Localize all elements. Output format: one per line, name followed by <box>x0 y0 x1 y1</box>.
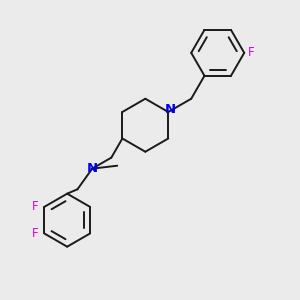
Text: N: N <box>87 162 98 175</box>
Text: F: F <box>32 200 39 213</box>
Text: F: F <box>32 227 39 240</box>
Text: N: N <box>165 103 176 116</box>
Text: F: F <box>248 46 254 59</box>
